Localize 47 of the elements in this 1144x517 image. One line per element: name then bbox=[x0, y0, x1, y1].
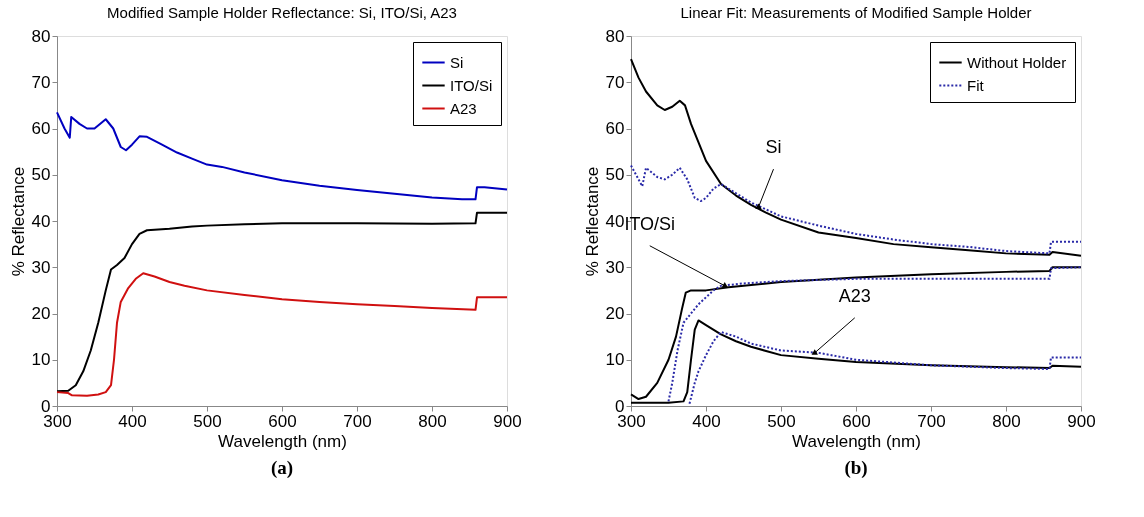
x-tick-label: 800 bbox=[992, 411, 1021, 431]
line-series bbox=[56, 272, 508, 397]
y-tick-label: 50 bbox=[605, 165, 625, 185]
x-tick-label: 700 bbox=[917, 411, 946, 431]
y-tick-label: 30 bbox=[605, 257, 625, 277]
y-tick-label: 20 bbox=[31, 304, 51, 323]
y-tick-label: 70 bbox=[31, 72, 51, 92]
text: (b) bbox=[844, 457, 868, 479]
y-axis-title: % Reflectance bbox=[582, 166, 602, 277]
x-tick-label: 400 bbox=[118, 411, 147, 431]
text: (a) bbox=[270, 457, 294, 479]
y-tick-label: 50 bbox=[31, 165, 51, 185]
y-tick-label: 10 bbox=[605, 350, 625, 370]
x-tick-label: 700 bbox=[343, 411, 372, 431]
y-tick-label: 10 bbox=[31, 350, 51, 370]
x-tick-label: 500 bbox=[193, 411, 222, 431]
legend-label: Without Holder bbox=[967, 53, 1067, 71]
chart-title: Linear Fit: Measurements of Modified Sample Holder bbox=[680, 4, 1032, 21]
legend-label: Si bbox=[450, 53, 464, 71]
y-tick-label: 80 bbox=[605, 26, 625, 46]
y-tick-label: 80 bbox=[31, 26, 51, 46]
y-tick-label: 30 bbox=[31, 257, 51, 277]
legend-label: ITO/Si bbox=[450, 76, 493, 94]
legend-label: Fit bbox=[967, 76, 985, 94]
x-axis-title: Wavelength (nm) bbox=[218, 431, 347, 451]
legend-label: A23 bbox=[450, 99, 477, 117]
annotation: Si bbox=[765, 137, 782, 158]
y-tick-label: 60 bbox=[605, 119, 625, 138]
y-tick-label: 60 bbox=[31, 119, 51, 138]
x-tick-label: 400 bbox=[692, 411, 721, 431]
y-tick-label: 40 bbox=[31, 211, 51, 231]
line-series bbox=[688, 331, 1082, 405]
x-tick-label: 600 bbox=[842, 411, 871, 431]
line-series bbox=[56, 211, 508, 393]
y-axis-title: % Reflectance bbox=[8, 166, 28, 277]
x-tick-label: 500 bbox=[767, 411, 796, 431]
y-tick-label: 40 bbox=[605, 211, 625, 231]
annotation: ITO/Si bbox=[624, 213, 676, 234]
chart-title: Modified Sample Holder Reflectance: Si, ITO/Si, A23 bbox=[107, 4, 457, 21]
x-axis-title: Wavelength (nm) bbox=[792, 431, 921, 451]
x-tick-label: 900 bbox=[1067, 411, 1096, 431]
y-tick-label: 70 bbox=[605, 72, 625, 92]
annotation: A23 bbox=[838, 285, 871, 306]
x-tick-label: 600 bbox=[268, 411, 297, 431]
x-tick-label: 800 bbox=[418, 411, 447, 431]
y-tick-label: 20 bbox=[605, 304, 625, 323]
x-tick-label: 900 bbox=[493, 411, 522, 431]
